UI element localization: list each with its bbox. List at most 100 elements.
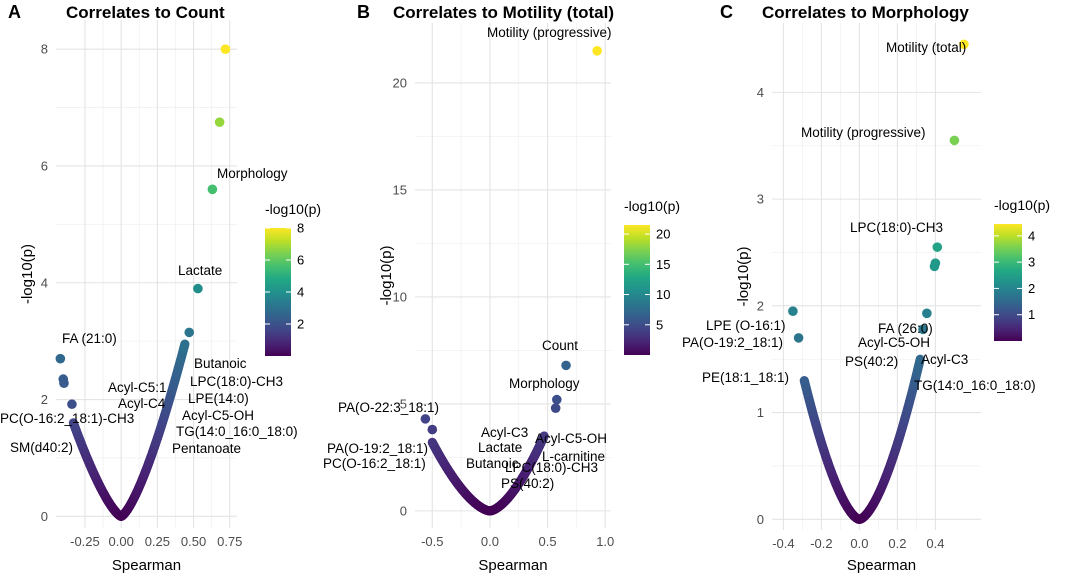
x-tick-label: 1.0 — [596, 534, 614, 549]
point-label: TG(14:0_16:0_18:0) — [914, 378, 1036, 393]
highlight-point — [922, 308, 932, 319]
highlight-point — [788, 306, 798, 316]
data-point — [427, 437, 437, 448]
y-tick-label: 15 — [393, 182, 407, 197]
highlight-point — [929, 261, 940, 272]
highlight-point — [427, 424, 438, 435]
point-label: LPE (O-16:1) — [706, 318, 786, 333]
colorbar-legend: -log10(p) 5 10 15 20 — [624, 198, 680, 355]
point-label: PA(O-19:2_18:1) — [682, 335, 783, 350]
highlight-point — [552, 394, 562, 405]
y-axis-title: -log10(p) — [378, 245, 395, 305]
highlight-point — [184, 327, 195, 338]
y-tick-label: 0 — [757, 512, 764, 527]
y-tick-label: 6 — [41, 158, 48, 173]
point-label: Acyl-C5-OH — [858, 335, 930, 350]
x-tick-label: 0.5 — [539, 534, 557, 549]
point-label: PE(18:1_18:1) — [702, 370, 789, 385]
data-point — [799, 375, 809, 386]
colorbar-tick-label: 15 — [656, 257, 670, 272]
x-tick-label: 0.75 — [217, 534, 242, 549]
point-label: Count — [542, 338, 578, 353]
y-tick-label: 4 — [757, 85, 764, 100]
legend-title: -log10(p) — [265, 201, 321, 217]
point-label: Lactate — [178, 263, 222, 278]
y-tick-label: 3 — [757, 192, 764, 207]
panel-title: Correlates to Count — [66, 3, 225, 22]
y-tick-label: 0 — [41, 509, 48, 524]
point-label: Butanoic — [194, 356, 247, 371]
point-label: Acyl-C5-OH — [182, 408, 254, 423]
y-tick-label: 4 — [41, 275, 48, 290]
colorbar-legend: -log10(p) 1 2 3 4 — [994, 197, 1050, 341]
x-tick-label: 0.4 — [926, 536, 944, 551]
data-point — [68, 418, 78, 428]
y-tick-label: 20 — [393, 75, 407, 90]
x-tick-label: 0.00 — [109, 534, 134, 549]
x-tick-label: -0.2 — [810, 536, 832, 551]
colorbar-tick-label: 2 — [297, 317, 304, 332]
point-label: LPE(14:0) — [188, 391, 249, 406]
x-tick-label: 0.50 — [181, 534, 206, 549]
point-label: L-carnitine — [542, 449, 605, 464]
point-label: Morphology — [217, 166, 288, 181]
colorbar-tick-label: 1 — [1028, 307, 1035, 322]
point-label: PC(O-16:2_18:1)-CH3 — [0, 411, 134, 426]
y-axis-title: -log10(p) — [19, 244, 36, 304]
y-tick-label: 8 — [41, 42, 48, 57]
highlight-point — [214, 117, 225, 127]
colorbar-tick-label: 20 — [656, 227, 670, 242]
highlight-point — [949, 135, 960, 146]
x-axis-title: Spearman — [478, 557, 547, 574]
point-label: PC(O-16:2_18:1) — [323, 456, 426, 471]
point-label: FA (21:0) — [62, 331, 117, 346]
data-point — [539, 431, 549, 441]
colorbar-tick-label: 10 — [656, 287, 670, 302]
point-label: PA(O-22:3_18:1) — [338, 400, 439, 415]
highlight-point — [592, 46, 602, 56]
point-label: Acyl-C3 — [481, 425, 528, 440]
point-label: TG(14:0_16:0_18:0) — [176, 424, 298, 439]
point-label: FA (26:0) — [878, 321, 933, 336]
y-tick-label: 10 — [393, 289, 407, 304]
x-axis-title: Spearman — [112, 557, 181, 574]
highlight-point — [420, 414, 431, 424]
x-tick-label: 0.0 — [481, 534, 499, 549]
highlight-point — [67, 399, 77, 410]
y-tick-label: 2 — [757, 298, 764, 313]
legend-title: -log10(p) — [624, 198, 680, 214]
y-tick-label: 5 — [400, 396, 407, 411]
panel-a: -0.25 0.00 0.25 0.50 0.75 0 2 4 6 8 Morphology Lact… — [0, 2, 321, 574]
colorbar-legend: -log10(p) 2 4 6 8 — [265, 201, 321, 356]
highlight-point — [550, 403, 561, 413]
colorbar-tick-label: 6 — [297, 253, 304, 268]
point-label: PS(40:2) — [845, 354, 898, 369]
point-label: PA(O-19:2_18:1) — [327, 441, 428, 456]
panel-title: Correlates to Motility (total) — [393, 3, 614, 22]
point-label: PS(40:2) — [501, 476, 554, 491]
point-label: Motility (total) — [886, 40, 966, 55]
colorbar-tick-label: 3 — [1028, 255, 1035, 270]
highlight-point — [932, 242, 943, 252]
data-point — [915, 354, 925, 364]
x-tick-label: -0.5 — [421, 534, 443, 549]
y-axis-title: -log10(p) — [735, 246, 752, 306]
highlight-point — [959, 39, 969, 50]
point-label: Acyl-C4 — [118, 396, 166, 411]
point-label: Acyl-C5-OH — [535, 431, 607, 446]
point-label: SM(d40:2) — [10, 440, 73, 455]
y-tick-label: 2 — [41, 392, 48, 407]
y-tick-label: 1 — [757, 405, 764, 420]
highlight-point — [55, 353, 66, 364]
point-label: Butanoic — [466, 456, 519, 471]
panel-letter: C — [720, 2, 733, 22]
colorbar-tick-label: 4 — [1028, 228, 1035, 243]
highlight-point — [59, 378, 69, 388]
x-tick-label: 0.25 — [145, 534, 170, 549]
panel-c: -0.4 -0.2 0.0 0.2 0.4 0 1 2 3 4 Motility (total) Mo… — [682, 2, 1050, 574]
colorbar-tick-label: 5 — [656, 317, 663, 332]
panel-letter: A — [8, 2, 21, 22]
point-label: Pentanoate — [172, 441, 241, 456]
point-label: LPC(18:0)-CH3 — [850, 220, 943, 235]
highlight-point — [918, 324, 928, 335]
